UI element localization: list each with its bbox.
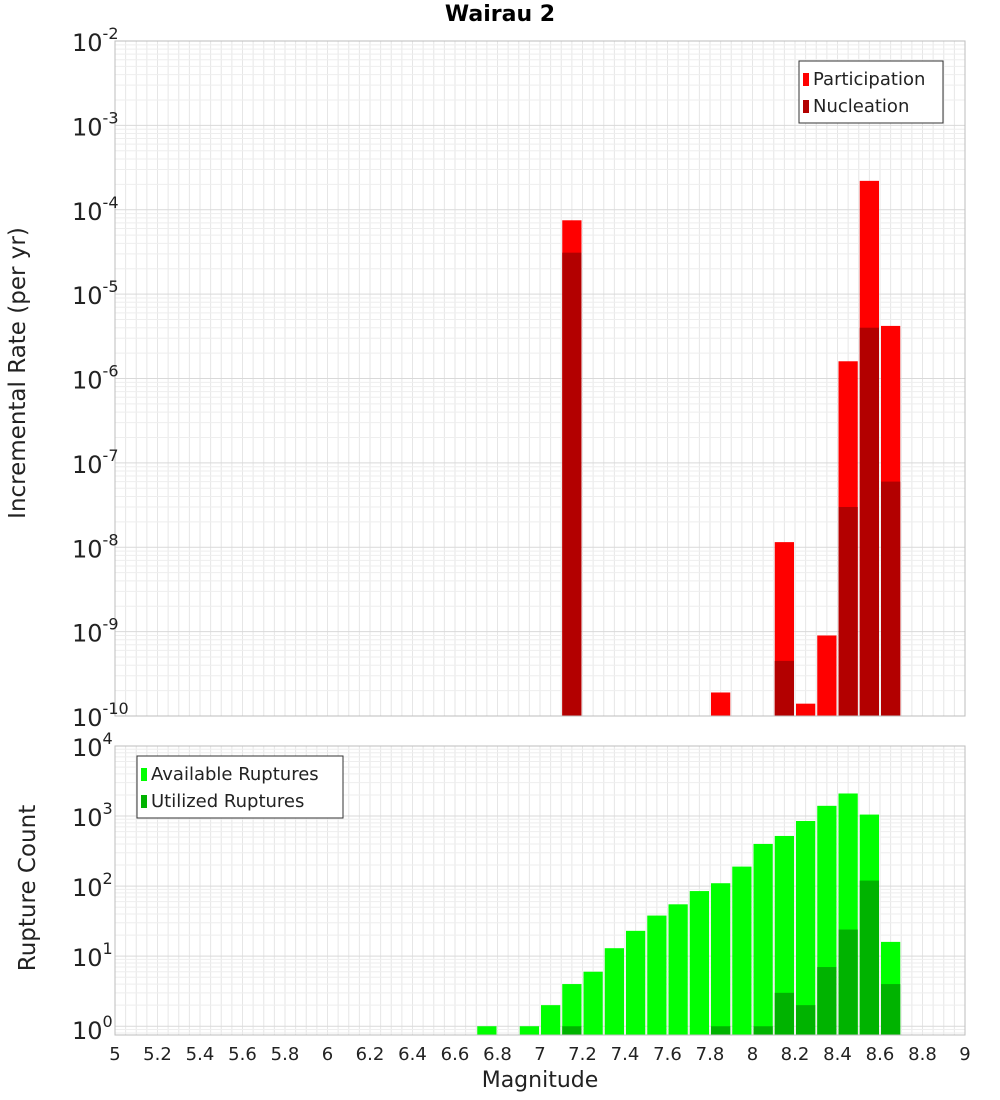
count-bar-utilized-ruptures	[817, 967, 837, 1035]
x-tick-label: 6	[322, 1044, 333, 1065]
x-tick-label: 9	[959, 1044, 970, 1065]
rate-series-1	[562, 252, 901, 716]
x-ticks: 5 5.2 5.4 5.6 5.8 6 6.2 6.4 6.6 6.8 7 7.2 7.4 7.6 7.8 8…	[109, 1044, 970, 1065]
count-y-tick-label: 103	[72, 799, 113, 832]
rate-bar-nucleation	[562, 252, 582, 716]
count-bar-utilized-ruptures	[711, 1026, 731, 1035]
x-tick-label: 6.8	[483, 1044, 512, 1065]
x-tick-label: 5	[109, 1044, 120, 1065]
legend-swatch	[803, 100, 809, 113]
count-bar-available-ruptures	[519, 1026, 539, 1035]
x-tick-label: 5.4	[186, 1044, 215, 1065]
legend-swatch	[803, 73, 809, 86]
count-bar-available-ruptures	[562, 984, 582, 1035]
rate-bar-nucleation	[881, 481, 901, 716]
legend-swatch	[141, 795, 147, 808]
rate-bar-nucleation	[838, 506, 858, 716]
rate-bar-nucleation	[774, 660, 794, 716]
count-bar-available-ruptures	[541, 1005, 561, 1035]
count-bar-available-ruptures	[753, 843, 773, 1035]
count-bar-available-ruptures	[796, 821, 816, 1035]
x-tick-label: 8.4	[823, 1044, 852, 1065]
rate-bar-nucleation	[859, 327, 879, 716]
rate-y-tick-label: 10-9	[72, 615, 119, 648]
x-tick-label: 5.6	[228, 1044, 257, 1065]
count-bar-available-ruptures	[711, 883, 731, 1035]
x-tick-label: 7	[534, 1044, 545, 1065]
count-bar-utilized-ruptures	[881, 984, 901, 1035]
count-bar-available-ruptures	[477, 1026, 497, 1035]
count-y-tick-label: 100	[72, 1012, 113, 1045]
x-tick-label: 5.2	[143, 1044, 172, 1065]
chart-title: Wairau 2	[444, 2, 556, 27]
count-bar-available-ruptures	[604, 948, 624, 1035]
count-bar-utilized-ruptures	[838, 929, 858, 1035]
legend-label: Participation	[813, 69, 925, 90]
count-y-ticks: 104 103 102 101 100	[72, 729, 113, 1045]
x-tick-label: 8.6	[866, 1044, 895, 1065]
x-tick-label: 6.2	[356, 1044, 385, 1065]
rate-y-tick-label: 10-8	[72, 530, 119, 563]
rate-bar-participation	[817, 635, 837, 716]
legend-label: Available Ruptures	[151, 764, 319, 785]
count-legend: Available Ruptures Utilized Ruptures	[136, 755, 344, 819]
count-y-tick-label: 102	[72, 869, 113, 902]
x-tick-label: 7.4	[611, 1044, 640, 1065]
legend-swatch	[141, 768, 147, 781]
count-bar-utilized-ruptures	[753, 1026, 773, 1035]
count-bar-available-ruptures	[668, 904, 688, 1035]
x-tick-label: 5.8	[271, 1044, 300, 1065]
rate-y-tick-label: 10-4	[72, 193, 119, 226]
x-tick-label: 6.4	[398, 1044, 427, 1065]
rate-y-tick-label: 10-7	[72, 446, 119, 479]
count-bar-utilized-ruptures	[774, 992, 794, 1035]
rate-bar-participation	[796, 703, 816, 716]
x-tick-label: 7.6	[653, 1044, 682, 1065]
rate-panel: 10-2 10-3 10-4 10-5 10-6 10-7 10-8 10-9 10-10 Par…	[72, 24, 966, 732]
count-bar-utilized-ruptures	[796, 1005, 816, 1035]
rate-y-ticks: 10-2 10-3 10-4 10-5 10-6 10-7 10-8 10-9 10-10	[72, 24, 129, 732]
count-bar-utilized-ruptures	[562, 1026, 582, 1035]
count-panel: 104 103 102 101 100 Available Ruptures Utilize…	[72, 729, 966, 1045]
count-bar-available-ruptures	[583, 971, 603, 1035]
count-series-1	[562, 880, 901, 1035]
rate-bar-participation	[711, 692, 731, 716]
x-tick-label: 7.2	[568, 1044, 597, 1065]
rate-y-tick-label: 10-3	[72, 108, 119, 141]
count-bar-available-ruptures	[626, 930, 646, 1035]
x-axis-label: Magnitude	[481, 1068, 599, 1093]
rate-grid	[114, 41, 966, 717]
count-bar-utilized-ruptures	[859, 880, 879, 1035]
count-bar-available-ruptures	[774, 835, 794, 1035]
x-tick-label: 8.2	[781, 1044, 810, 1065]
rate-y-tick-label: 10-5	[72, 277, 119, 310]
x-tick-label: 8.8	[908, 1044, 937, 1065]
rate-legend: Participation Nucleation	[798, 60, 944, 124]
rate-y-tick-label: 10-2	[72, 24, 119, 57]
count-y-tick-label: 101	[72, 939, 113, 972]
count-bar-available-ruptures	[689, 891, 709, 1035]
legend-label: Nucleation	[813, 96, 909, 117]
rate-y-tick-label: 10-10	[72, 699, 129, 732]
x-tick-label: 8	[747, 1044, 758, 1065]
count-bar-available-ruptures	[732, 866, 752, 1035]
x-tick-label: 6.6	[441, 1044, 470, 1065]
x-tick-label: 7.8	[696, 1044, 725, 1065]
legend-label: Utilized Ruptures	[151, 791, 304, 812]
count-bar-available-ruptures	[647, 915, 667, 1035]
rate-y-tick-label: 10-6	[72, 362, 119, 395]
count-y-tick-label: 104	[72, 729, 113, 762]
